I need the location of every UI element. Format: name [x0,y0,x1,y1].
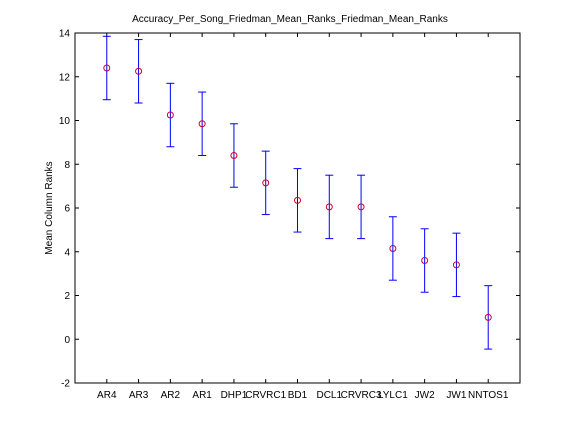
mean-marker [484,313,492,321]
mean-marker [357,203,365,211]
y-tick-label: 8 [64,160,70,171]
y-tick-label: 0 [64,335,70,346]
y-tick-label: 14 [59,29,71,40]
x-tick-label: JW1 [446,390,466,401]
mean-marker [230,152,238,159]
x-tick-label: LYLC1 [378,390,408,401]
x-tick-label: JW2 [415,390,435,401]
x-tick-label: BD1 [288,390,308,401]
mean-marker [166,111,174,119]
mean-marker [452,261,460,269]
y-tick-label: 6 [64,204,70,215]
mean-marker [389,244,397,252]
y-tick-label: 12 [59,72,71,83]
x-tick-label: NNTOS1 [468,390,509,401]
x-tick-label: CRVRC1 [245,390,286,401]
y-tick-label: 2 [64,291,70,302]
x-tick-label: AR2 [161,390,181,401]
x-tick-label: DCL1 [316,390,342,401]
y-tick-label: 4 [64,247,70,258]
mean-marker [262,179,270,187]
mean-marker [421,257,429,264]
mean-marker [325,203,333,211]
data-series [102,35,493,350]
mean-marker [135,67,143,75]
x-tick-label: AR4 [97,390,117,401]
x-tick-label: AR3 [129,390,149,401]
mean-marker [198,120,206,128]
x-tick-label: DHP1 [221,390,248,401]
mean-marker [103,64,111,72]
mean-marker [294,196,301,204]
x-tick-label: AR1 [192,390,212,401]
y-tick-label: 10 [59,116,71,127]
x-tick-label: CRVRC3 [341,390,382,401]
y-tick-label: -2 [61,379,70,390]
y-axis-label: Mean Column Ranks [44,161,55,254]
chart-title: Accuracy_Per_Song_Friedman_Mean_Ranks_Fr… [132,14,448,25]
